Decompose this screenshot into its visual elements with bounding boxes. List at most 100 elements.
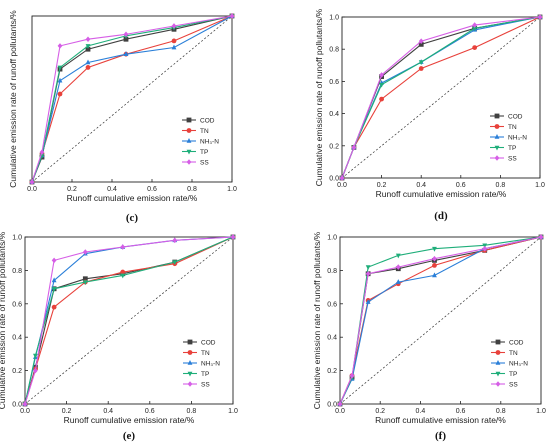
- panel-label: (d): [434, 210, 448, 222]
- legend-swatch-marker: [186, 138, 192, 143]
- legend-swatch-marker: [495, 381, 501, 387]
- series-line: [339, 236, 542, 405]
- legend-swatch-marker: [495, 339, 501, 345]
- legend: COD TN NH₃-N TP SS: [490, 113, 527, 162]
- reference-diagonal: [339, 236, 542, 405]
- y-tick-label: 0.4: [329, 111, 339, 118]
- legend-label: COD: [509, 339, 524, 346]
- x-tick-label: 0.0: [27, 186, 37, 193]
- data-point: [418, 66, 424, 71]
- data-point: [538, 234, 544, 240]
- y-tick-label: 0.2: [327, 368, 337, 375]
- data-point: [365, 270, 371, 277]
- legend-swatch-marker: [495, 350, 501, 355]
- x-tick-label: 0.0: [335, 408, 345, 415]
- data-point: [171, 38, 177, 44]
- data-point: [123, 51, 129, 56]
- x-tick-label: 0.4: [416, 182, 426, 189]
- legend-label: SS: [200, 159, 209, 166]
- legend-swatch-marker: [186, 128, 192, 133]
- data-point: [379, 96, 384, 102]
- plot-frame: [341, 16, 541, 179]
- legend-swatch-marker: [186, 117, 192, 123]
- data-point: [379, 82, 384, 88]
- data-point: [229, 13, 235, 19]
- plot-frame: [339, 236, 542, 405]
- data-point: [418, 38, 424, 44]
- legend-label: TN: [201, 350, 210, 357]
- legend-swatch-marker: [187, 350, 193, 355]
- legend-label: TP: [508, 145, 516, 152]
- panel-label: (e): [123, 430, 136, 442]
- chart-panel-2: 0.0 0.2 0.4 0.6 0.8 1.0 0.0 0.2 0.4 0.6 0.8 1.0 Runo…: [314, 8, 545, 222]
- y-tick-label: 1.0: [12, 235, 22, 242]
- legend-label: NH₃-N: [200, 138, 219, 145]
- legend: COD TN NH₃-N TP SS: [491, 339, 528, 388]
- data-point: [120, 269, 126, 275]
- x-tick-label: 1.0: [227, 186, 237, 193]
- data-point: [120, 244, 126, 250]
- legend-swatch-marker: [494, 124, 500, 129]
- x-tick-label: 0.4: [107, 186, 117, 193]
- data-point: [432, 255, 437, 262]
- panel-label: (c): [126, 212, 139, 224]
- legend-swatch-marker: [494, 134, 500, 139]
- chart-panel-1: 0.0 0.2 0.4 0.6 0.8 1.0 Runoff cumulative emis…: [8, 10, 237, 224]
- data-point: [472, 26, 478, 32]
- x-tick-label: 0.8: [187, 408, 197, 415]
- legend-label: SS: [201, 381, 210, 388]
- data-point: [51, 286, 57, 292]
- data-point: [85, 59, 91, 65]
- x-tick-label: 0.8: [187, 186, 197, 193]
- legend-swatch-marker: [494, 145, 500, 151]
- x-tick-label: 1.0: [535, 182, 545, 189]
- series-line: [341, 16, 541, 179]
- legend-swatch-marker: [187, 339, 193, 345]
- data-point: [337, 401, 343, 407]
- y-axis-label: Cumulative emission rate of runoff pollu…: [0, 231, 7, 409]
- reference-diagonal: [341, 16, 541, 179]
- legend-label: NH₃-N: [508, 134, 527, 141]
- data-point: [472, 45, 478, 50]
- data-point: [51, 257, 57, 264]
- legend-label: NH₃-N: [509, 360, 528, 367]
- y-tick-label: 0.8: [327, 268, 337, 275]
- legend-swatch-marker: [495, 360, 501, 365]
- data-point: [230, 234, 236, 240]
- data-point: [57, 77, 63, 83]
- legend-label: TN: [508, 124, 517, 131]
- legend-label: TP: [509, 371, 517, 378]
- y-tick-label: 0.2: [329, 143, 339, 150]
- chart-panel-3: 0.0 0.2 0.4 0.6 0.8 1.0 0.0 0.2 0.4 0.6 0.8 1.0 Runo…: [0, 231, 238, 442]
- series-line: [339, 236, 542, 405]
- data-point: [172, 237, 178, 244]
- x-axis-label: Runoff cumulative emission rate/%: [375, 415, 506, 425]
- series-SS: [337, 234, 544, 407]
- series-SS: [29, 13, 235, 185]
- data-point: [33, 353, 38, 359]
- y-tick-label: 1.0: [329, 15, 339, 22]
- legend-label: COD: [201, 339, 216, 346]
- data-point: [418, 60, 424, 66]
- x-tick-label: 0.0: [20, 408, 30, 415]
- y-tick-label: 0.8: [12, 268, 22, 275]
- plot-frame: [24, 236, 234, 405]
- data-point: [339, 175, 345, 181]
- data-point: [120, 273, 126, 279]
- data-point: [418, 41, 424, 47]
- legend-label: TN: [200, 128, 209, 135]
- legend-label: TN: [509, 350, 518, 357]
- data-point: [39, 149, 45, 155]
- x-tick-label: 1.0: [536, 408, 546, 415]
- y-tick-label: 0.2: [12, 368, 22, 375]
- data-point: [395, 264, 401, 270]
- series-SS: [339, 14, 543, 181]
- x-tick-label: 1.0: [228, 408, 238, 415]
- y-tick-label: 0.8: [329, 47, 339, 54]
- data-point: [351, 144, 357, 151]
- legend-swatch-marker: [187, 360, 193, 365]
- legend-label: COD: [200, 117, 215, 124]
- legend-swatch-marker: [494, 155, 500, 161]
- legend-label: TP: [200, 149, 208, 156]
- data-point: [57, 91, 63, 97]
